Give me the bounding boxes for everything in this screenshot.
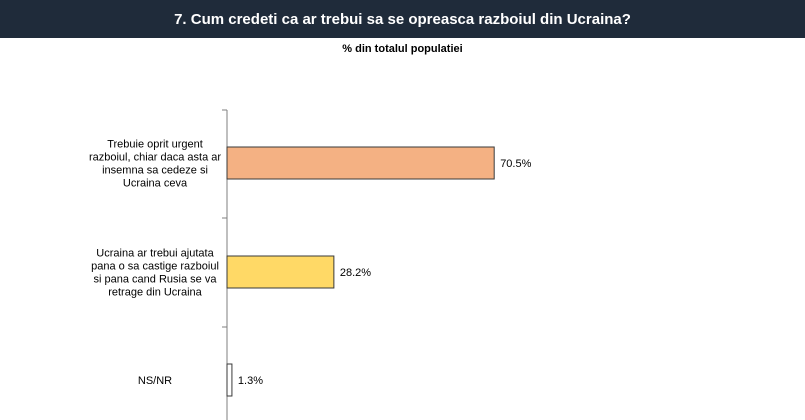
category-label: Ucraina ar trebui ajutata pana o sa casti… xyxy=(91,248,219,299)
chart-plot-area: 70.5% Trebuie oprit urgent razboiul, chiar… xyxy=(89,109,532,420)
bar-value-label: 28.2% xyxy=(340,267,371,279)
category-label-line: si pana cand Rusia se va xyxy=(94,274,218,286)
chart-title: 7. Cum credeti ca ar trebui sa se opreas… xyxy=(174,10,631,28)
category-label-line: Ucraina ceva xyxy=(123,178,188,190)
category-label-line: Trebuie oprit urgent xyxy=(107,139,203,151)
category-label-line: NS/NR xyxy=(138,375,172,387)
chart-header: 7. Cum credeti ca ar trebui sa se opreas… xyxy=(0,0,805,38)
category-label-line: insemna sa cedeze si xyxy=(102,165,208,177)
bar xyxy=(226,363,233,397)
category-label-line: Ucraina ar trebui ajutata xyxy=(96,248,214,260)
category-label-line: retrage din Ucraina xyxy=(108,287,202,299)
bar-value-label: 70.5% xyxy=(500,158,531,170)
category-label: Trebuie oprit urgent razboiul, chiar daca… xyxy=(89,139,221,190)
category-label: NS/NR xyxy=(138,375,172,387)
bar-value-label: 1.3% xyxy=(238,375,263,387)
chart-subtitle: % din totalul populatiei xyxy=(342,43,463,55)
category-label-line: razboiul, chiar daca asta ar xyxy=(89,152,221,164)
bar xyxy=(226,255,335,289)
category-label-line: pana o sa castige razboiul xyxy=(91,261,219,273)
bar xyxy=(226,146,495,180)
